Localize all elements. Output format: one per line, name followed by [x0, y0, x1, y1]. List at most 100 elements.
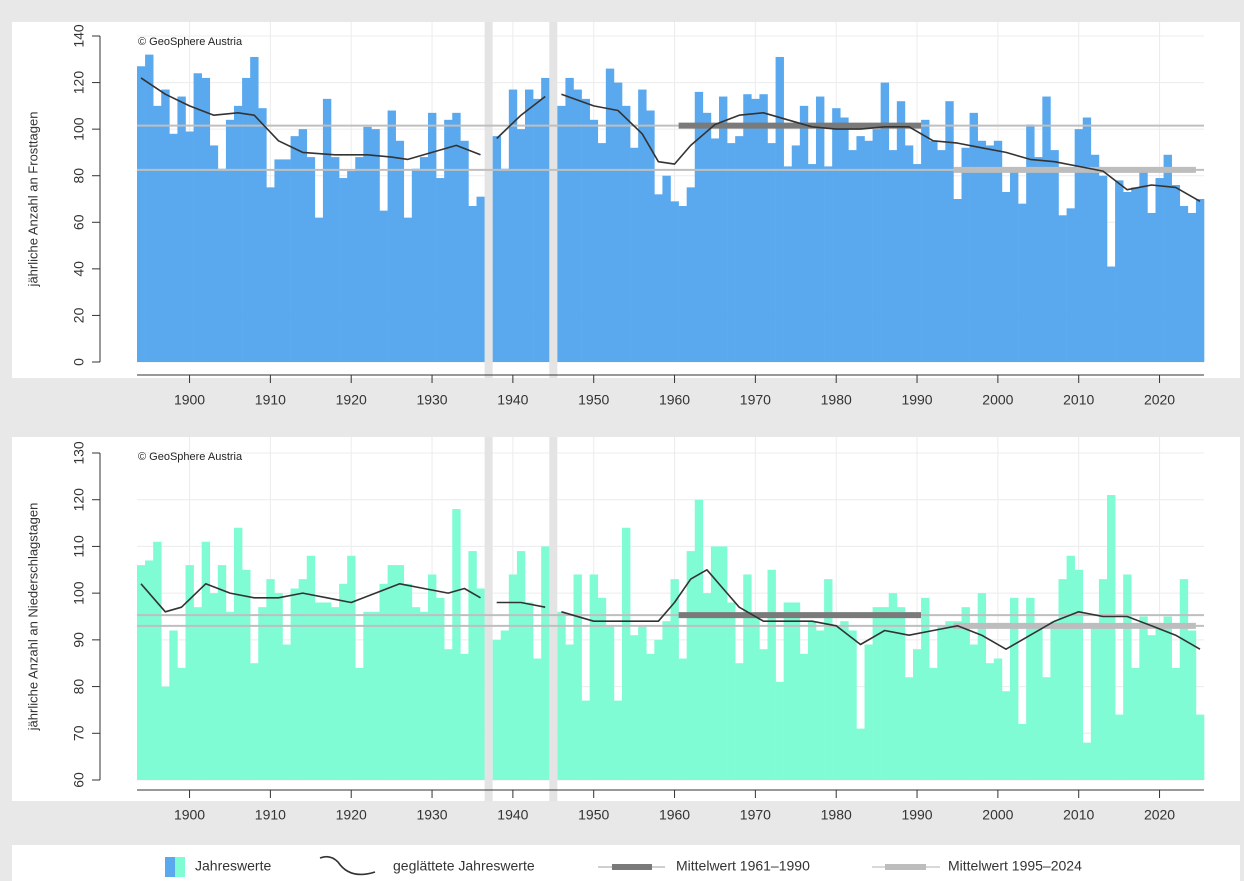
bar — [597, 597, 607, 780]
y-tick-label: 0 — [71, 358, 87, 366]
bar — [1163, 154, 1172, 362]
bar — [452, 112, 461, 362]
bar — [436, 597, 445, 780]
bar — [1107, 266, 1116, 362]
bar — [945, 621, 954, 780]
bar — [719, 546, 728, 780]
bar — [541, 546, 550, 780]
bar — [1034, 157, 1043, 362]
bar — [339, 178, 348, 362]
bar — [937, 625, 946, 780]
y-tick-label: 20 — [71, 307, 87, 323]
bar — [508, 574, 518, 780]
bar — [1115, 180, 1124, 362]
bar — [444, 119, 453, 362]
bar — [1018, 723, 1027, 780]
bar — [864, 644, 873, 780]
bar — [314, 217, 324, 362]
bar — [1001, 691, 1011, 780]
bar — [945, 101, 954, 362]
bar — [1098, 579, 1108, 780]
bar — [492, 639, 502, 780]
bar — [678, 205, 687, 362]
bar — [217, 168, 227, 362]
bar — [541, 77, 550, 363]
bar — [896, 101, 906, 362]
y-tick-label: 120 — [71, 71, 87, 95]
bar — [896, 607, 906, 780]
y-tick-label: 80 — [71, 679, 87, 695]
bar — [678, 658, 687, 780]
bar — [468, 205, 477, 362]
bar — [525, 602, 534, 780]
bar — [613, 700, 623, 780]
bar — [969, 112, 978, 362]
bar — [694, 499, 704, 780]
bar — [921, 119, 930, 362]
bar — [411, 168, 421, 362]
bar — [403, 583, 413, 780]
x-tick-label: 2000 — [982, 807, 1013, 823]
y-tick-label: 90 — [71, 632, 87, 648]
x-tick-label: 1900 — [174, 807, 205, 823]
bar — [605, 625, 615, 780]
bar — [597, 143, 607, 362]
x-tick-label: 1900 — [174, 392, 205, 408]
bar — [791, 145, 801, 362]
bar — [1147, 635, 1156, 780]
bar — [872, 129, 881, 362]
bar — [331, 157, 340, 362]
bar — [201, 77, 211, 363]
bar — [662, 621, 671, 780]
bar — [767, 569, 776, 780]
bar — [282, 644, 291, 780]
bar — [322, 602, 332, 780]
legend: Jahreswerte geglättete Jahreswerte Mitte… — [165, 855, 1082, 877]
bar — [460, 653, 469, 780]
x-tick-label: 2020 — [1144, 807, 1175, 823]
bar — [185, 131, 194, 362]
bar — [363, 611, 372, 780]
x-tick-label: 1990 — [901, 392, 932, 408]
bar — [266, 187, 275, 362]
bar — [1179, 579, 1189, 780]
bar — [1058, 215, 1067, 362]
bar — [476, 588, 485, 780]
bar — [1090, 154, 1100, 362]
bar — [1058, 579, 1067, 780]
bar — [266, 579, 275, 780]
bar — [1187, 630, 1197, 780]
bar — [339, 583, 348, 780]
x-tick-label: 1930 — [416, 807, 447, 823]
bar — [565, 644, 574, 780]
bar — [153, 105, 162, 362]
bar — [670, 201, 679, 362]
bar — [929, 667, 938, 780]
gap-band — [549, 437, 558, 801]
bar — [775, 56, 784, 362]
bar — [225, 611, 235, 780]
x-tick-label: 2010 — [1063, 807, 1094, 823]
bar — [242, 77, 251, 363]
x-tick-label: 1930 — [416, 392, 447, 408]
bar — [137, 66, 146, 363]
bar — [1147, 212, 1156, 362]
x-tick-label: 1920 — [336, 392, 367, 408]
legend-label: Jahreswerte — [195, 858, 271, 874]
bar — [1139, 616, 1148, 780]
bar — [670, 579, 679, 780]
bar — [314, 602, 324, 780]
bar — [1155, 178, 1164, 362]
bar — [581, 98, 590, 362]
bar — [1026, 597, 1035, 780]
bar — [1034, 625, 1043, 780]
bar — [306, 555, 316, 780]
bar — [516, 129, 526, 362]
bar — [395, 140, 405, 362]
x-tick-label: 1980 — [821, 807, 852, 823]
bar — [694, 91, 704, 362]
bar — [298, 129, 308, 362]
bar — [500, 168, 510, 362]
bar — [880, 607, 890, 780]
bar — [387, 110, 396, 362]
